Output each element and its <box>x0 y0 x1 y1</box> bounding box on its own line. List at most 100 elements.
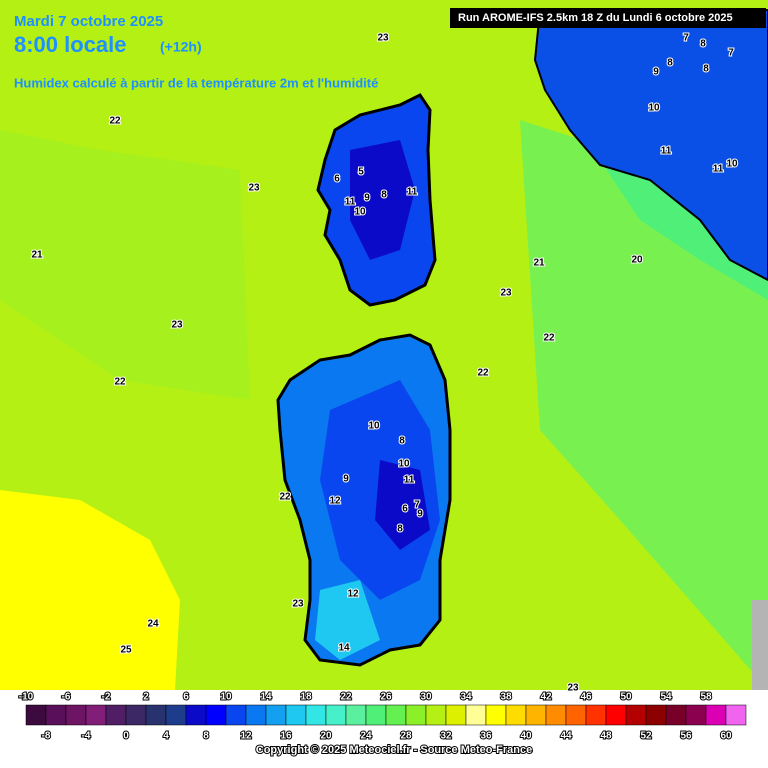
colorbar-swatch <box>105 704 127 726</box>
colorbar-swatch <box>425 704 447 726</box>
run-box <box>450 8 766 28</box>
colorbar-label: 12 <box>240 731 252 742</box>
colorbar-swatch <box>665 704 687 726</box>
colorbar-swatch <box>625 704 647 726</box>
colorbar-swatch <box>85 704 107 726</box>
colorbar-swatch <box>445 704 467 726</box>
contour-label: 8 <box>700 39 706 50</box>
contour-label: 23 <box>292 599 304 610</box>
colorbar-label: 18 <box>300 692 312 703</box>
contour-label: 10 <box>726 159 738 170</box>
colorbar-swatch <box>725 704 747 726</box>
colorbar-swatch <box>565 704 587 726</box>
colorbar-label: 2 <box>143 692 149 703</box>
colorbar-swatch <box>365 704 387 726</box>
colorbar-label: 44 <box>560 731 572 742</box>
contour-label: 11 <box>661 146 672 157</box>
colorbar-swatch <box>25 704 47 726</box>
colorbar-label: 4 <box>163 731 169 742</box>
contour-label: 11 <box>404 475 415 486</box>
colorbar-label: 6 <box>183 692 189 703</box>
colorbar-swatch <box>485 704 507 726</box>
contour-label: 14 <box>338 643 350 654</box>
colorbar-swatch <box>585 704 607 726</box>
contour-label: 10 <box>354 207 366 218</box>
contour-label: 24 <box>147 619 159 630</box>
colorbar-swatch <box>505 704 527 726</box>
colorbar-label: 8 <box>203 731 209 742</box>
contour-label: 9 <box>343 474 349 485</box>
contour-label: 9 <box>364 193 370 204</box>
colorbar-label: 36 <box>480 731 492 742</box>
contour-label: 10 <box>368 421 380 432</box>
contour-label: 22 <box>279 492 291 503</box>
run-info: Run AROME-IFS 2.5km 18 Z du Lundi 6 octo… <box>458 12 733 24</box>
contour-label: 22 <box>109 116 121 127</box>
colorbar-swatch <box>185 704 207 726</box>
green-zone <box>0 130 250 400</box>
colorbar-swatch <box>65 704 87 726</box>
contour-label: 22 <box>543 333 555 344</box>
date: Mardi 7 octobre 2025 <box>14 13 163 30</box>
colorbar-label: 10 <box>220 692 232 703</box>
mainland <box>533 9 768 282</box>
colorbar-swatch <box>225 704 247 726</box>
legend-background <box>0 690 768 768</box>
colorbar-label: 20 <box>320 731 332 742</box>
colorbar-label: 38 <box>500 692 512 703</box>
colorbar-swatch <box>705 704 727 726</box>
contour-label: 8 <box>397 524 403 535</box>
colorbar-label: 14 <box>260 692 272 703</box>
contour-label: 12 <box>347 589 359 600</box>
colorbar-label: 34 <box>460 692 472 703</box>
contour-label: 10 <box>398 459 410 470</box>
contour-label: 5 <box>358 167 364 178</box>
contour-label: 23 <box>500 288 512 299</box>
contour-label: 22 <box>114 377 126 388</box>
colorbar-swatch <box>525 704 547 726</box>
corsica-core <box>350 140 415 260</box>
time: 8:00 locale <box>14 32 127 57</box>
colorbar-label: 48 <box>600 731 612 742</box>
colorbar-label: 24 <box>360 731 372 742</box>
green-zone <box>600 160 768 300</box>
colorbar-swatch <box>145 704 167 726</box>
colorbar-swatch <box>165 704 187 726</box>
colorbar-label: 58 <box>700 692 712 703</box>
contour-label: 25 <box>120 645 132 656</box>
colorbar-label: 60 <box>720 731 732 742</box>
colorbar-label: -4 <box>82 731 91 742</box>
contour-label: 6 <box>334 174 340 185</box>
colorbar-label: -10 <box>19 692 34 703</box>
contour-label: 8 <box>381 190 387 201</box>
colorbar-swatch <box>645 704 667 726</box>
colorbar-swatch <box>405 704 427 726</box>
contour-label: 7 <box>683 33 689 44</box>
colorbar-label: 54 <box>660 692 672 703</box>
contour-label: 23 <box>377 33 389 44</box>
colorbar-label: 0 <box>123 731 129 742</box>
colorbar-swatch <box>245 704 267 726</box>
colorbar-label: 50 <box>620 692 632 703</box>
contour-label: 8 <box>667 58 673 69</box>
colorbar-swatch <box>125 704 147 726</box>
no-data <box>752 600 768 690</box>
sardinia-coast <box>315 580 380 660</box>
colorbar-label: -2 <box>102 692 111 703</box>
subtitle: Humidex calculé à partir de la températu… <box>14 75 378 90</box>
colorbar-swatch <box>685 704 707 726</box>
contour-label: 23 <box>171 320 183 331</box>
contour-label: 11 <box>345 197 356 208</box>
contour-label: 23 <box>248 183 260 194</box>
colorbar-swatch <box>465 704 487 726</box>
colorbar-swatch <box>305 704 327 726</box>
contour-label: 8 <box>703 64 709 75</box>
colorbar-swatch <box>205 704 227 726</box>
colorbar-swatch <box>345 704 367 726</box>
contour-label: 12 <box>329 496 341 507</box>
colorbar-label: 28 <box>400 731 412 742</box>
contour-label: 23 <box>567 683 579 694</box>
contour-label: 21 <box>533 258 545 269</box>
colorbar-swatch <box>545 704 567 726</box>
